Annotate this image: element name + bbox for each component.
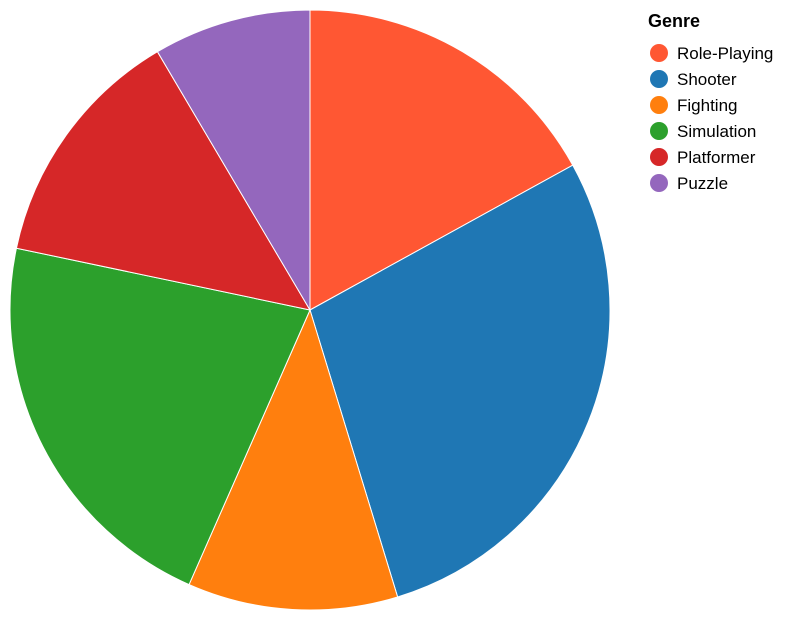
legend-items: Role-Playing Shooter Fighting Simulation Pla… [650,44,773,193]
legend-swatch [650,174,668,192]
pie-slice-role-playing [309,9,574,311]
legend-item: Fighting [650,96,737,115]
legend-label: Platformer [677,148,756,167]
legend-label: Shooter [677,70,737,89]
legend-label: Simulation [677,122,756,141]
legend-item: Role-Playing [650,44,773,63]
legend-item: Simulation [650,122,756,141]
pie-slices [9,9,611,611]
legend-label: Fighting [677,96,737,115]
legend-swatch [650,148,668,166]
legend: Genre Role-Playing Shooter Fighting Simulat… [648,11,773,193]
legend-item: Platformer [650,148,756,167]
legend-swatch [650,96,668,114]
legend-item: Shooter [650,70,737,89]
pie-slice-shooter [309,164,611,598]
legend-label: Role-Playing [677,44,773,63]
legend-swatch [650,44,668,62]
pie-slice-simulation [9,247,311,586]
pie-slice-puzzle [156,9,311,312]
legend-label: Puzzle [677,174,728,193]
pie-slice-platformer [15,51,312,311]
legend-swatch [650,122,668,140]
legend-swatch [650,70,668,88]
pie-slice-fighting [188,308,399,611]
legend-title: Genre [648,11,700,31]
legend-item: Puzzle [650,174,728,193]
